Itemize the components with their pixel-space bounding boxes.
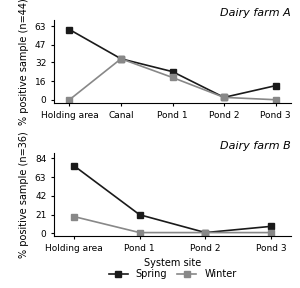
Winter: [119, 57, 123, 60]
Spring: [269, 225, 273, 228]
Spring: [204, 231, 207, 234]
Text: Dairy farm A: Dairy farm A: [220, 8, 291, 18]
Winter: [204, 231, 207, 234]
Spring: [138, 213, 141, 217]
Y-axis label: % positive sample (n=36): % positive sample (n=36): [19, 131, 29, 258]
Spring: [68, 28, 71, 31]
Spring: [274, 84, 277, 88]
Spring: [72, 164, 76, 167]
Line: Winter: Winter: [70, 213, 275, 236]
Winter: [274, 98, 277, 101]
Text: Dairy farm B: Dairy farm B: [220, 141, 291, 151]
Winter: [171, 76, 174, 79]
Line: Spring: Spring: [66, 26, 279, 101]
Winter: [222, 96, 226, 99]
Winter: [269, 231, 273, 234]
Y-axis label: % positive sample (n=44): % positive sample (n=44): [19, 0, 29, 125]
Line: Winter: Winter: [66, 55, 279, 103]
Winter: [68, 98, 71, 101]
Spring: [119, 57, 123, 60]
Spring: [222, 96, 226, 99]
Winter: [138, 231, 141, 234]
Winter: [72, 215, 76, 218]
Line: Spring: Spring: [70, 162, 275, 236]
X-axis label: System site: System site: [144, 258, 201, 268]
Spring: [171, 70, 174, 73]
Legend: Spring, Winter: Spring, Winter: [105, 265, 240, 283]
